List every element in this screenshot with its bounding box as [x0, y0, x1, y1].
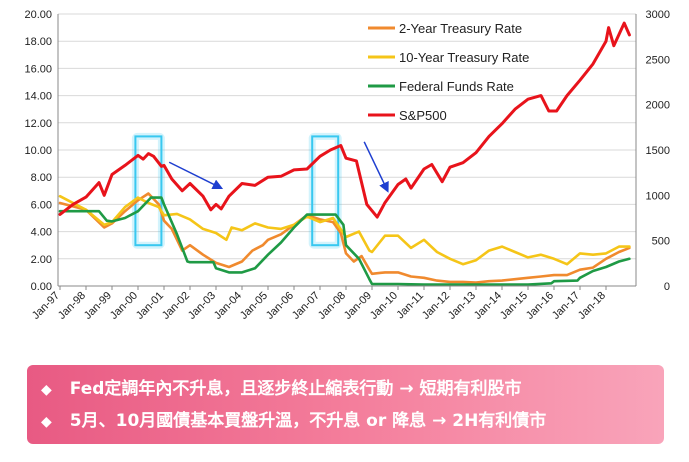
legend: 2-Year Treasury Rate 10-Year Treasury Rat…	[368, 21, 529, 123]
banner-text-2: 5月、10月國債基本買盤升溫，不升息 or 降息 → 2H有利債市	[69, 411, 547, 431]
x-tick-label: Jan-01	[134, 290, 166, 322]
x-tick-label: Jan-14	[472, 290, 504, 322]
y-left-tick-label: 12.00	[24, 118, 52, 130]
y-left-tick-label: 2.00	[31, 254, 52, 266]
trend-arrow	[363, 141, 389, 193]
x-tick-label: Jan-16	[524, 290, 556, 322]
x-tick-label: Jan-08	[316, 290, 348, 322]
series-line-federal-funds-rate	[58, 196, 631, 286]
diamond-bullet-icon: ◆	[41, 382, 52, 398]
banner-line-1: ◆ Fed定調年內不升息，且逐步終止縮表行動 → 短期有利股市	[41, 373, 521, 405]
x-tick-label: Jan-99	[82, 290, 114, 322]
y-left-tick-label: 6.00	[31, 199, 52, 211]
banner-text-1: Fed定調年內不升息，且逐步終止縮表行動 → 短期有利股市	[69, 379, 522, 399]
y-left-tick-label: 18.00	[24, 36, 52, 48]
x-tick-label: Jan-17	[550, 290, 582, 322]
y-left-tick-label: 20.00	[24, 9, 52, 21]
x-tick-label: Jan-00	[108, 290, 140, 322]
y-right-tick-label: 1500	[646, 145, 670, 157]
y-left-tick-label: 8.00	[31, 172, 52, 184]
highlight-boxes	[131, 132, 342, 249]
series-line-2-year-treasury-rate	[58, 192, 631, 284]
y-left-tick-label: 4.00	[31, 227, 52, 239]
y-left-tick-label: 10.00	[24, 145, 52, 157]
x-tick-label: Jan-07	[290, 290, 322, 322]
y-right-tick-label: 1000	[646, 190, 670, 202]
y-right-tick-label: 3000	[646, 9, 670, 21]
grid	[58, 13, 636, 287]
diamond-bullet-icon: ◆	[41, 414, 52, 430]
y-right-tick-label: 0	[664, 281, 670, 293]
x-tick-label: Jan-04	[212, 290, 244, 322]
x-tick-label: Jan-09	[342, 290, 374, 322]
y-right-tick-label: 500	[652, 236, 670, 248]
x-tick-label: Jan-15	[498, 290, 530, 322]
series-line-s-p500	[58, 21, 631, 219]
legend-label: S&P500	[399, 108, 447, 123]
y-left-tick-label: 16.00	[24, 63, 52, 75]
x-tick-label: Jan-02	[160, 290, 192, 322]
x-tick-label: Jan-13	[446, 290, 478, 322]
x-tick-label: Jan-11	[394, 290, 426, 322]
x-tick-label: Jan-12	[420, 290, 452, 322]
x-tick-label: Jan-97	[30, 290, 62, 322]
summary-banner: ◆ Fed定調年內不升息，且逐步終止縮表行動 → 短期有利股市 ◆ 5月、10月國債…	[27, 365, 664, 444]
x-tick-label: Jan-03	[186, 290, 218, 322]
series-group	[58, 21, 631, 286]
x-tick-label: Jan-06	[264, 290, 296, 322]
legend-label: Federal Funds Rate	[399, 79, 514, 94]
y-left-tick-label: 14.00	[24, 91, 52, 103]
legend-label: 2-Year Treasury Rate	[399, 21, 522, 36]
line-chart: 0.00 2.00 4.00 6.00 8.00 10.00 12.00 14.00 16.00…	[24, 9, 670, 322]
y-right-tick-label: 2000	[646, 100, 670, 112]
y-right-tick-label: 2500	[646, 54, 670, 66]
annotation-arrows	[168, 141, 389, 193]
banner-line-2: ◆ 5月、10月國債基本買盤升溫，不升息 or 降息 → 2H有利債市	[41, 405, 546, 437]
x-tick-label: Jan-98	[56, 290, 88, 322]
highlight-box	[134, 135, 163, 247]
x-tick-label: Jan-10	[368, 290, 400, 322]
trend-arrow	[168, 161, 224, 190]
y-left-tick-label: 0.00	[31, 281, 52, 293]
x-tick-label: Jan-18	[576, 290, 608, 322]
x-tick-label: Jan-05	[238, 290, 270, 322]
highlight-box	[311, 135, 340, 247]
legend-label: 10-Year Treasury Rate	[399, 50, 529, 65]
